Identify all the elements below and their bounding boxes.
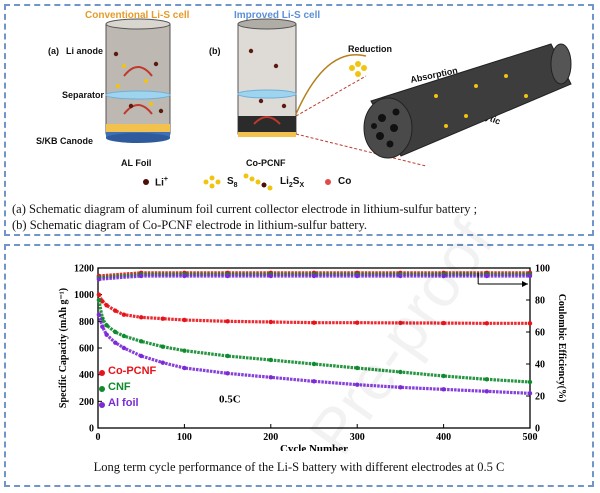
- legend-co: Co: [338, 176, 352, 187]
- co-symbol: [325, 179, 331, 185]
- y-left-tick-label: 1200: [74, 264, 94, 275]
- legend-al-foil: Al foil: [108, 397, 139, 409]
- y-left-tick-label: 400: [79, 370, 94, 381]
- chart-caption: Long term cycle performance of the Li-S …: [93, 460, 505, 474]
- conventional-title: Conventional Li-S cell: [85, 10, 190, 21]
- caption-line-2: (b) Schematic diagram of Co-PCNF electro…: [12, 218, 368, 232]
- improved-title: Improved Li-S cell: [234, 10, 321, 21]
- rate-annotation: 0.5C: [219, 394, 241, 406]
- legend-co-pcnf: Co-PCNF: [108, 365, 157, 377]
- improved-cell: [237, 18, 297, 137]
- series-line: [97, 299, 530, 384]
- x-tick-label: 500: [523, 432, 538, 443]
- y-right-axis-label: Coulombic Efficiency(%): [556, 294, 567, 403]
- legend-marker: [99, 370, 105, 376]
- y-right-tick-label: 100: [535, 264, 550, 275]
- y-left-tick-label: 200: [79, 397, 94, 408]
- legend-li: Li+: [155, 176, 168, 189]
- series-line: [97, 314, 530, 395]
- x-tick-label: 200: [263, 432, 278, 443]
- label-a: (a): [48, 46, 59, 56]
- s8-molecule: [349, 61, 367, 77]
- y-left-tick-label: 0: [89, 424, 94, 435]
- chart-panel: 0 100 200 300 400 500 0 200 400 600 800 1000 1200 0 20…: [4, 244, 594, 487]
- y-left-tick-label: 600: [79, 344, 94, 355]
- schematic-panel: Conventional Li-S cell Improved Li-S cel…: [4, 4, 594, 236]
- al-foil-label: AL Foil: [121, 158, 152, 168]
- x-tick-label: 0: [96, 432, 101, 443]
- x-axis-label: Cycle Number: [280, 443, 348, 451]
- y-right-tick-label: 80: [535, 296, 545, 307]
- y-right-tick-label: 20: [535, 392, 545, 403]
- y-left-axis-label: Specific Capacity (mAh g⁻¹): [58, 288, 69, 408]
- x-tick-label: 100: [177, 432, 192, 443]
- y-right-tick-label: 60: [535, 328, 545, 339]
- co-pcnf-label: Co-PCNF: [246, 158, 286, 168]
- cathode-label: S/KB Canode: [36, 136, 94, 146]
- y-left-tick-label: 800: [79, 317, 94, 328]
- caption-line-1: (a) Schematic diagram of aluminum foil c…: [12, 202, 478, 216]
- data-point: [527, 273, 533, 279]
- y-right-tick-label: 40: [535, 360, 545, 371]
- li-anode-label: Li anode: [66, 46, 104, 56]
- carbon-fiber: [363, 43, 572, 159]
- legend-marker: [99, 386, 105, 392]
- separator-label: Separator: [62, 90, 105, 100]
- reduction-label: Reduction: [348, 44, 392, 54]
- legend-cnf: CNF: [108, 381, 131, 393]
- cycle-performance-chart: 0 100 200 300 400 500020040060080010001200020…: [58, 264, 567, 452]
- label-b: (b): [209, 46, 221, 56]
- legend-s8: S8: [227, 176, 238, 189]
- y-right-tick-label: 0: [535, 424, 540, 435]
- schematic-illustration: [105, 18, 572, 191]
- x-tick-label: 300: [350, 432, 365, 443]
- conventional-cell: [105, 18, 171, 143]
- li-ion-symbol: [143, 179, 149, 185]
- ce-arrow-head: [522, 281, 528, 287]
- y-left-tick-label: 1000: [74, 290, 94, 301]
- legend-li2sx: Li2SX: [280, 176, 305, 189]
- legend-marker: [99, 402, 105, 408]
- s8-symbol: [203, 175, 221, 189]
- series-line: [98, 274, 530, 281]
- li2sx-symbol: [243, 173, 273, 191]
- x-tick-label: 400: [436, 432, 451, 443]
